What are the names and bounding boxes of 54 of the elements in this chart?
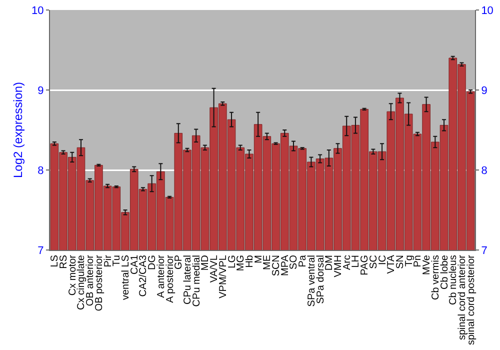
x-tick-label: Cx cingulate xyxy=(76,254,88,310)
y2-tick-label: 10 xyxy=(481,4,494,17)
x-tick-label: LG xyxy=(226,254,238,268)
x-tick-label: IC xyxy=(377,255,388,265)
x-tick-label: Arc xyxy=(342,255,353,270)
x-tick-label: VPM/VPL xyxy=(218,254,229,298)
x-tick-label: SPa dorsal xyxy=(315,255,326,304)
x-tick-label: Pa xyxy=(298,254,309,268)
x-tick-label: DM xyxy=(324,255,336,271)
x-tick-label: CPu lateral xyxy=(182,255,194,304)
x-tick-label: LH xyxy=(350,255,362,268)
x-tick-label: DG xyxy=(147,254,158,270)
y-tick-label: 8 xyxy=(38,164,44,177)
x-tick-label: Cb lobe xyxy=(439,254,450,290)
x-tick-label: OB anterior xyxy=(85,254,96,306)
x-tick-label: RS xyxy=(58,254,70,269)
x-tick-label: Hb xyxy=(244,254,256,268)
x-tick-label: Cx motor xyxy=(67,254,78,296)
x-tick-label: Cb vermis xyxy=(430,255,442,300)
x-tick-label: ventral LS xyxy=(120,254,132,300)
x-tick-label: SN xyxy=(394,255,406,269)
x-tick-label: Tu xyxy=(112,255,123,266)
x-tick-label: CPu medial xyxy=(191,255,202,307)
y-axis-title: Log2 (expression) xyxy=(10,82,25,178)
x-tick-label: Tg xyxy=(404,255,415,267)
x-tick-label: Pn xyxy=(412,255,424,268)
y2-tick-label: 9 xyxy=(481,84,488,97)
x-tick-label: VMH xyxy=(333,255,344,278)
x-tick-label: CA1 xyxy=(129,254,140,274)
x-tick-label: A posterior xyxy=(164,254,176,303)
y2-tick-label: 8 xyxy=(481,164,488,177)
x-tick-label: GP xyxy=(174,254,185,270)
x-tick-label: ME xyxy=(262,254,274,270)
x-tick-label: MPA xyxy=(280,254,291,276)
x-tick-label: PAG xyxy=(360,254,371,276)
x-tick-label: Cb nucleus xyxy=(448,255,460,306)
x-tick-label: SPa ventral xyxy=(306,255,318,307)
y-tick-label: 7 xyxy=(38,244,44,257)
x-tick-label: M xyxy=(253,255,264,264)
x-tick-label: SC xyxy=(368,255,380,269)
x-tick-label: spinal cord anterior xyxy=(456,254,468,340)
x-tick-label: Pir xyxy=(102,254,114,268)
x-tick-label: SO xyxy=(288,254,300,270)
x-tick-label: SCN xyxy=(271,255,282,276)
y-tick-label: 10 xyxy=(32,4,44,17)
x-tick-label: A anterior xyxy=(156,254,167,298)
x-tick-label: LS xyxy=(50,254,61,268)
x-tick-label: MVe xyxy=(422,254,433,276)
x-tick-label: VTA xyxy=(386,254,398,274)
y2-tick-label: 7 xyxy=(481,244,488,257)
x-tick-label: OB posterior xyxy=(94,254,105,312)
y-tick-label: 9 xyxy=(38,84,44,97)
x-tick-label: CA2/CA3 xyxy=(138,254,150,297)
x-tick-label: spinal cord posterior xyxy=(466,254,477,346)
